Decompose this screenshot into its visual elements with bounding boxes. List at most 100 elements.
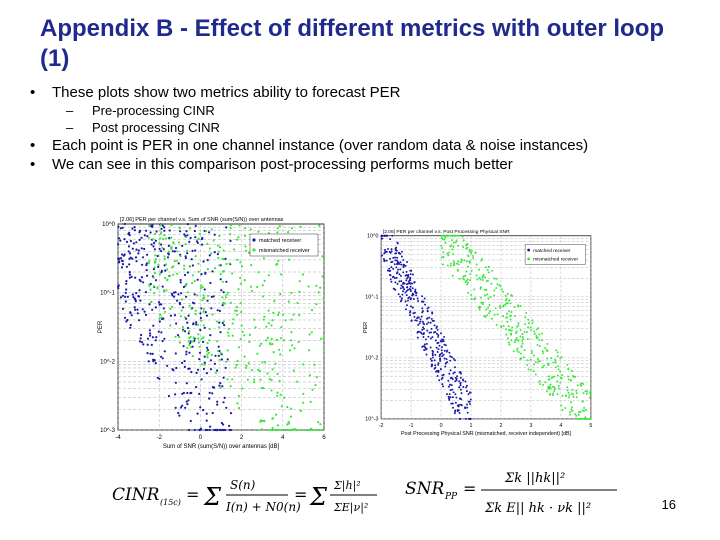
data-point: [506, 337, 509, 340]
data-point: [132, 242, 135, 245]
data-point: [174, 291, 177, 294]
data-point: [567, 391, 570, 394]
data-point: [589, 391, 591, 394]
data-point: [459, 381, 462, 384]
data-point: [381, 237, 384, 240]
data-point: [292, 428, 295, 431]
data-point: [213, 233, 216, 236]
data-point: [493, 277, 496, 280]
data-point: [401, 293, 404, 296]
data-point: [574, 413, 577, 416]
data-point: [407, 288, 410, 291]
data-point: [188, 340, 191, 343]
data-point: [404, 274, 407, 277]
data-point: [193, 293, 196, 296]
data-point: [410, 305, 412, 308]
data-point: [438, 344, 441, 347]
data-point: [131, 227, 134, 230]
data-point: [218, 321, 221, 324]
data-point: [473, 298, 476, 301]
data-point: [499, 304, 502, 307]
data-point: [467, 393, 470, 396]
data-point: [177, 241, 180, 244]
data-point: [584, 390, 587, 393]
data-point: [135, 292, 138, 295]
data-point: [435, 346, 438, 349]
data-point: [286, 423, 289, 426]
data-point: [183, 316, 187, 319]
data-point: [225, 360, 228, 363]
data-point: [253, 318, 256, 321]
data-point: [464, 281, 467, 283]
data-point: [177, 293, 180, 296]
cinr-formula-graphic: CINR (15c) = Σ S(n) I(n) + N0(n) = Σ Σ|h…: [112, 478, 377, 515]
chart-title: [2.06] PER per channel v.s. Post Process…: [383, 229, 510, 235]
data-point: [566, 363, 569, 366]
data-point: [413, 281, 416, 283]
data-point: [389, 278, 392, 281]
data-point: [318, 428, 321, 432]
data-point: [532, 354, 535, 357]
data-point: [499, 306, 502, 309]
data-point: [218, 309, 221, 312]
data-point: [529, 358, 532, 361]
data-point: [459, 376, 462, 379]
data-point: [465, 417, 467, 420]
data-point: [464, 406, 466, 409]
data-point: [392, 256, 395, 259]
data-point: [556, 393, 559, 396]
data-point: [144, 291, 148, 294]
data-point: [203, 288, 206, 291]
bullet-item: • These plots show two metrics ability t…: [30, 83, 690, 102]
data-point: [280, 326, 283, 329]
data-point: [178, 414, 181, 417]
data-point: [433, 359, 436, 362]
data-point: [541, 350, 544, 353]
data-point: [403, 282, 406, 285]
data-point: [124, 300, 127, 303]
data-point: [195, 323, 198, 326]
data-point: [411, 287, 414, 290]
data-point: [544, 346, 547, 349]
data-point: [482, 273, 485, 276]
data-point: [559, 357, 562, 360]
data-point: [257, 230, 260, 233]
data-point: [201, 286, 204, 289]
data-point: [535, 328, 538, 331]
legend-label: mismatched receiver: [259, 248, 310, 254]
data-point: [526, 363, 529, 366]
data-point: [421, 328, 424, 331]
data-point: [190, 346, 193, 349]
data-point: [399, 287, 402, 290]
data-point: [424, 348, 427, 351]
data-point: [506, 292, 509, 295]
data-point: [216, 309, 219, 312]
data-point: [282, 339, 285, 342]
data-point: [274, 362, 277, 365]
data-point: [196, 241, 199, 244]
data-point: [439, 359, 442, 362]
data-point: [466, 243, 468, 246]
data-point: [459, 388, 462, 391]
data-point: [554, 358, 557, 361]
data-point: [557, 387, 560, 390]
data-point: [166, 279, 169, 282]
data-point: [466, 384, 468, 387]
data-point: [537, 327, 540, 330]
data-point: [218, 358, 221, 361]
data-point: [431, 352, 434, 355]
data-point: [409, 269, 412, 272]
data-point: [268, 342, 272, 345]
data-point: [185, 353, 188, 356]
data-point: [180, 292, 183, 295]
data-point: [237, 406, 240, 410]
data-point: [437, 334, 440, 337]
data-point: [458, 277, 461, 280]
data-point: [165, 263, 168, 266]
data-point: [415, 291, 418, 294]
data-point: [181, 306, 185, 309]
data-point: [578, 410, 580, 413]
data-point: [543, 364, 546, 367]
data-point: [298, 290, 301, 293]
data-point: [188, 428, 191, 432]
